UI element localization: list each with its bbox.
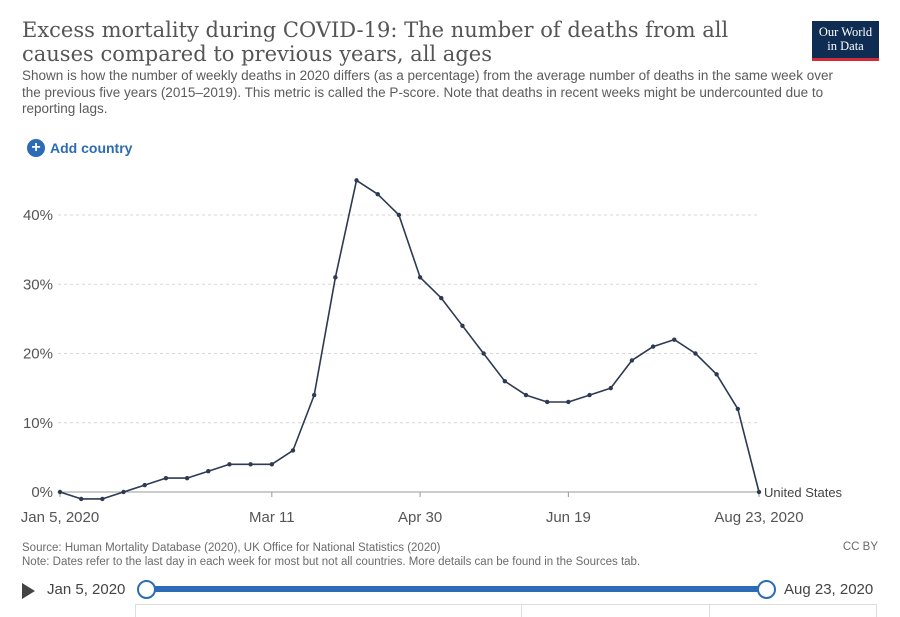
logo-line-2: in Data [827, 39, 864, 53]
data-point [417, 275, 423, 280]
data-point [523, 392, 529, 398]
source-text: Source: Human Mortality Database (2020),… [22, 542, 441, 554]
data-point [333, 275, 338, 280]
y-tick-label: 30% [23, 276, 53, 293]
logo-line-1: Our World [818, 25, 873, 39]
data-point [439, 295, 444, 301]
line-chart: 0% 10% 20% 30% 40% Jan 5, 2020 Mar 11 Apr 30 Jun… [21, 178, 843, 526]
data-point [248, 462, 253, 467]
data-point [544, 399, 550, 405]
series-end-label: United States [764, 485, 843, 500]
chart-footer: Source: Human Mortality Database (2020),… [22, 541, 792, 569]
timeline-end-label: Aug 23, 2020 [784, 581, 874, 598]
data-point [290, 448, 296, 453]
data-point [57, 489, 63, 495]
owid-logo[interactable]: Our World in Data [812, 21, 879, 61]
data-point [78, 496, 84, 502]
data-point [629, 358, 635, 363]
x-tick-label: Apr 30 [398, 509, 442, 526]
timeline-start-label: Jan 5, 2020 [47, 581, 126, 598]
data-point [650, 344, 656, 349]
play-icon[interactable] [22, 583, 35, 599]
tab-separator [521, 605, 522, 617]
plus-icon: + [27, 139, 45, 157]
data-point [375, 192, 380, 197]
note-text: Note: Dates refer to the last day in eac… [22, 556, 641, 568]
data-point [396, 212, 402, 218]
timeline: Jan 5, 2020 Aug 23, 2020 [20, 577, 890, 607]
series-layer: United States [57, 178, 843, 502]
data-point [587, 392, 592, 398]
x-tick-label: Jan 5, 2020 [21, 509, 99, 526]
data-point [227, 462, 232, 467]
data-point [693, 351, 698, 356]
data-point [121, 489, 126, 495]
data-point [142, 482, 147, 488]
x-tick-label: Aug 23, 2020 [714, 509, 803, 526]
add-country-button[interactable]: + Add country [27, 139, 132, 157]
axis-layer: 0% 10% 20% 30% 40% Jan 5, 2020 Mar 11 Apr 30 Jun… [21, 207, 804, 526]
data-point [206, 469, 211, 474]
y-tick-label: 20% [23, 346, 53, 363]
x-tick-label: Jun 19 [546, 509, 591, 526]
data-point [163, 475, 169, 481]
data-point [608, 385, 613, 391]
data-point [269, 462, 275, 467]
data-point [566, 399, 571, 405]
y-tick-label: 10% [23, 415, 53, 432]
chart-subtitle: Shown is how the number of weekly deaths… [22, 68, 833, 116]
chart-title: Excess mortality during COVID-19: The nu… [22, 18, 729, 66]
tab-separator [709, 605, 710, 617]
data-point [735, 406, 741, 412]
x-tick-label: Mar 11 [249, 509, 295, 526]
series-line [59, 179, 760, 500]
data-point [311, 392, 317, 398]
timeline-track[interactable] [145, 586, 766, 592]
y-tick-label: 0% [31, 484, 53, 501]
data-point [354, 178, 359, 183]
license-link[interactable]: CC BY [842, 541, 878, 553]
data-point [756, 489, 762, 495]
y-tick-label: 40% [23, 207, 53, 224]
data-point [481, 351, 486, 356]
add-country-label: Add country [50, 140, 133, 156]
data-point [502, 379, 508, 384]
data-point [672, 337, 677, 342]
data-point [184, 475, 190, 481]
timeline-start-handle[interactable] [137, 580, 156, 599]
data-point [714, 372, 719, 377]
data-point [460, 323, 465, 328]
tab-bar [135, 604, 877, 617]
timeline-end-handle[interactable] [757, 580, 776, 599]
data-point [100, 496, 105, 502]
